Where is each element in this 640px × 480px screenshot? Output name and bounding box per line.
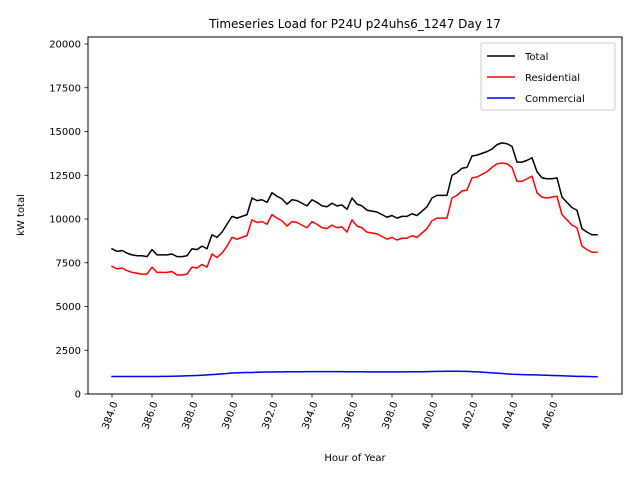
legend-label-total: Total — [524, 52, 548, 63]
y-tick-label: 10000 — [49, 215, 81, 226]
legend: Total Residential Commercial — [480, 42, 616, 111]
plot-frame — [87, 36, 623, 395]
y-tick-label: 5000 — [56, 302, 81, 313]
legend-box — [480, 42, 616, 111]
y-tick-label: 17500 — [49, 83, 81, 94]
y-tick-label: 20000 — [49, 40, 81, 51]
y-axis-label: kW total — [16, 194, 27, 236]
series-line-commercial — [111, 370, 598, 378]
x-axis-label: Hour of Year — [324, 453, 386, 464]
chart-title: Timeseries Load for P24U p24uhs6_1247 Da… — [208, 17, 501, 31]
legend-label-residential: Residential — [525, 73, 580, 84]
series-layer — [110, 142, 598, 378]
series-line-total — [110, 142, 598, 258]
y-tick-label: 0 — [75, 390, 81, 401]
y-tick-label: 2500 — [56, 346, 81, 357]
y-tick-label: 7500 — [56, 258, 81, 269]
y-axis: 0 2500 5000 7500 10000 12500 15000 17500 20000 — [49, 40, 88, 401]
series-line-residential — [110, 162, 598, 276]
y-tick-label: 15000 — [49, 127, 81, 138]
legend-label-commercial: Commercial — [525, 94, 585, 105]
y-tick-label: 12500 — [49, 171, 81, 182]
